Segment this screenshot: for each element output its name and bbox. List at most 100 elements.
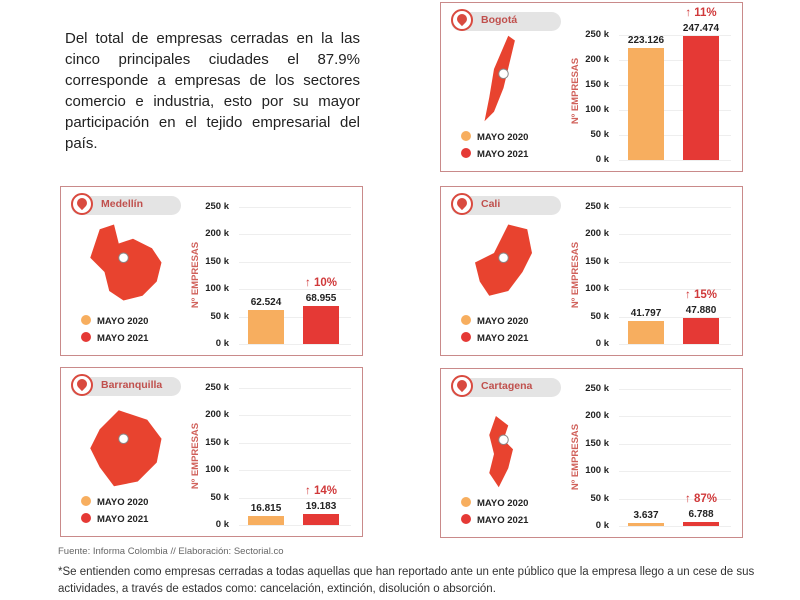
gridline <box>619 389 731 390</box>
city-pill <box>71 196 181 215</box>
y-tick-label: 200 k <box>585 228 609 240</box>
y-tick-label: 50 k <box>210 310 230 322</box>
gridline <box>239 415 351 417</box>
value-label: 47.880 <box>685 304 717 316</box>
y-tick-label: 200 k <box>585 54 609 65</box>
city-name: Cartagena <box>481 380 533 392</box>
value-label: 6.788 <box>688 509 714 521</box>
gridline <box>619 471 731 473</box>
gridline <box>239 525 351 526</box>
bar-2021 <box>683 317 719 344</box>
value-label: 247.474 <box>682 23 720 35</box>
y-tick-label: 50 k <box>590 129 610 140</box>
change-label: ↑ 14% <box>305 485 337 498</box>
y-tick-label: 250 k <box>205 201 229 212</box>
city-map-icon <box>475 224 532 296</box>
gridline <box>619 160 731 161</box>
gridline <box>619 261 731 263</box>
y-tick-label: 200 k <box>585 410 609 422</box>
y-tick-label: 100 k <box>585 465 609 477</box>
gridline <box>619 443 731 445</box>
location-pin-icon <box>71 193 93 215</box>
gridline <box>619 416 731 418</box>
change-label: ↑ 11% <box>685 7 717 20</box>
bar-2020 <box>628 321 664 344</box>
gridline <box>619 498 731 500</box>
gridline <box>619 289 731 291</box>
location-pin-icon <box>451 375 473 397</box>
gridline <box>239 470 351 472</box>
y-tick-label: 150 k <box>585 437 609 449</box>
city-name: Cali <box>481 198 501 210</box>
location-pin-icon <box>451 193 473 215</box>
y-tick-label: 250 k <box>585 383 609 394</box>
city-panel: Barranquilla MAYO 2020 MAYO 2021 Nº EMPR… <box>60 367 363 537</box>
y-tick-label: 150 k <box>205 436 229 448</box>
value-label: 68.955 <box>305 293 337 305</box>
y-tick-label: 0 k <box>595 154 609 165</box>
legend-item-2021: MAYO 2021 <box>81 513 148 526</box>
city-panel: Medellín MAYO 2020 MAYO 2021 Nº EMPRESAS… <box>60 186 363 356</box>
bar-2021 <box>683 522 719 526</box>
city-pill <box>451 196 561 215</box>
y-tick-label: 50 k <box>590 492 610 504</box>
y-tick-label: 0 k <box>215 338 229 349</box>
bar-2020 <box>248 309 284 344</box>
gridline <box>619 135 731 136</box>
y-tick-label: 150 k <box>585 255 609 267</box>
gridline <box>619 35 731 36</box>
city-pill <box>451 12 561 31</box>
y-tick-label: 100 k <box>585 283 609 295</box>
gridline <box>619 85 731 86</box>
y-tick-label: 200 k <box>205 409 229 421</box>
city-pill <box>451 378 561 397</box>
gridline <box>619 526 731 527</box>
city-name: Barranquilla <box>101 379 163 391</box>
legend-item-2021: MAYO 2021 <box>461 514 528 527</box>
legend-item-2021: MAYO 2021 <box>81 332 148 345</box>
y-tick-label: 150 k <box>205 255 229 267</box>
gridline <box>239 261 351 263</box>
city-name: Medellín <box>101 198 144 210</box>
value-label: 19.183 <box>305 501 337 513</box>
gridline <box>239 316 351 318</box>
city-map-icon <box>90 410 162 487</box>
value-label: 62.524 <box>250 296 282 308</box>
value-label: 3.637 <box>633 510 659 521</box>
legend-item-2021: MAYO 2021 <box>461 148 528 161</box>
city-panel: Cartagena MAYO 2020 MAYO 2021 Nº EMPRESA… <box>440 368 743 538</box>
city-panel: Cali MAYO 2020 MAYO 2021 Nº EMPRESAS 250 … <box>440 186 743 356</box>
gridline <box>239 289 351 291</box>
source-text: Fuente: Informa Colombia // Elaboración:… <box>58 546 284 557</box>
y-tick-label: 250 k <box>585 29 609 40</box>
value-label: 223.126 <box>627 35 665 47</box>
bar-2020 <box>628 523 664 526</box>
location-pin-icon <box>451 9 473 31</box>
footnote: *Se entienden como empresas cerradas a t… <box>58 566 755 595</box>
city-name: Bogotá <box>481 14 518 26</box>
gridline <box>619 234 731 236</box>
bar-2021 <box>303 306 339 344</box>
bar-2021 <box>303 514 339 525</box>
gridline <box>239 497 351 499</box>
legend-item-2020: MAYO 2020 <box>461 315 528 328</box>
bar-2021 <box>683 36 719 160</box>
y-tick-label: 100 k <box>205 283 229 295</box>
city-pill <box>71 377 181 396</box>
gridline <box>239 207 351 208</box>
y-tick-label: 50 k <box>590 310 610 322</box>
legend-item-2020: MAYO 2020 <box>81 315 148 328</box>
y-tick-label: 150 k <box>585 79 609 90</box>
y-tick-label: 200 k <box>205 228 229 240</box>
gridline <box>619 207 731 208</box>
y-tick-label: 50 k <box>210 491 230 503</box>
value-label: 41.797 <box>630 308 662 320</box>
y-tick-label: 100 k <box>205 464 229 476</box>
legend-item-2020: MAYO 2020 <box>461 131 528 144</box>
gridline <box>619 60 731 61</box>
gridline <box>239 388 351 389</box>
y-tick-label: 0 k <box>595 338 609 349</box>
gridline <box>619 110 731 111</box>
bar-2020 <box>248 515 284 525</box>
legend-item-2021: MAYO 2021 <box>461 332 528 345</box>
